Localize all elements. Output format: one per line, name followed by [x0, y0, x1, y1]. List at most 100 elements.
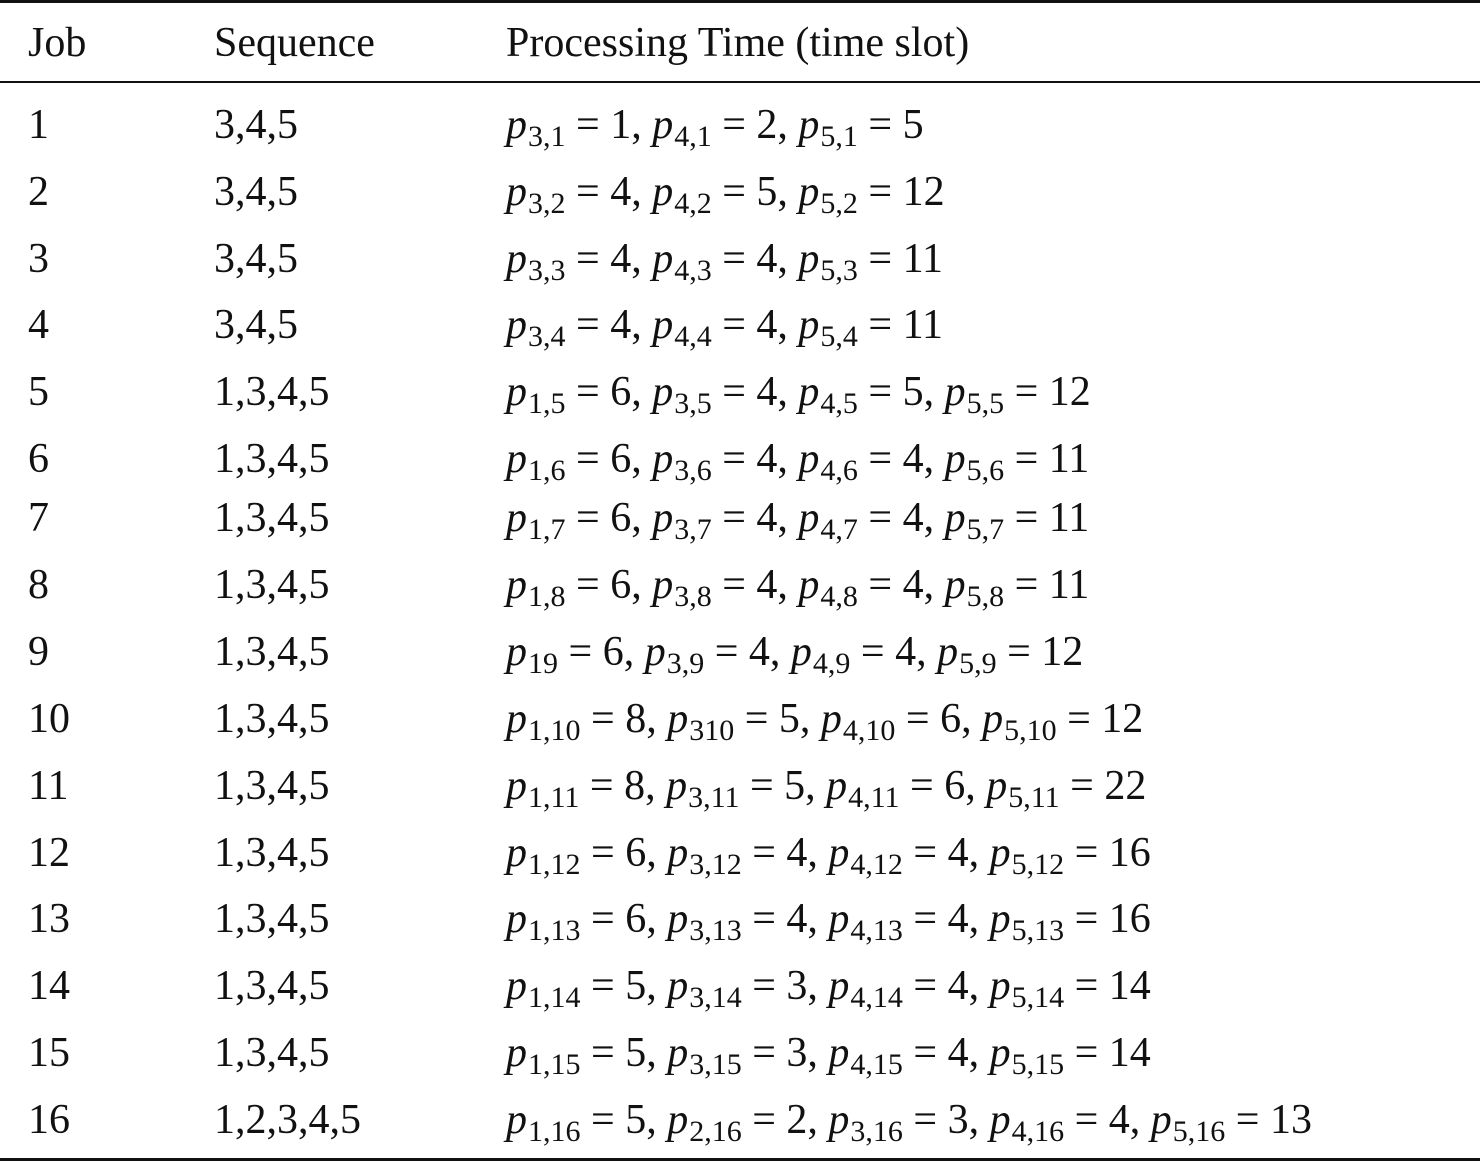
job-cell: 13 — [28, 896, 70, 942]
subscript: 3,2 — [528, 187, 566, 220]
variable-p: p — [944, 562, 966, 608]
subscript: 3,7 — [674, 513, 712, 546]
processing-time-term: p4,9 = 4 — [790, 629, 917, 680]
subscript: 5,10 — [1004, 714, 1057, 747]
processing-time-term: p4,16 = 4 — [989, 1097, 1130, 1148]
job-cell: 5 — [28, 369, 49, 415]
time-value: 12 — [1041, 629, 1084, 675]
subscript: 3,3 — [528, 254, 566, 287]
processing-time-term: p19 = 6 — [506, 629, 624, 680]
variable-p: p — [937, 629, 959, 675]
variable-p: p — [652, 169, 674, 215]
time-value: 4 — [756, 436, 778, 482]
subscript: 4,15 — [850, 1048, 903, 1081]
processing-time-term: p3,16 = 3 — [828, 1097, 969, 1148]
processing-time-cell: p1,16 = 5, p2,16 = 2, p3,16 = 3, p4,16 =… — [506, 1097, 1312, 1148]
variable-p: p — [798, 302, 820, 348]
variable-p: p — [666, 763, 688, 809]
time-value: 6 — [610, 562, 632, 608]
variable-p: p — [986, 763, 1008, 809]
time-value: 5 — [902, 102, 924, 148]
processing-time-term: p1,6 = 6 — [506, 436, 632, 487]
subscript: 5,5 — [966, 387, 1005, 420]
processing-time-term: p1,5 = 6 — [506, 369, 632, 420]
subscript: 5,6 — [966, 454, 1005, 487]
processing-time-term: p1,8 = 6 — [506, 562, 632, 613]
variable-p: p — [790, 629, 812, 675]
subscript: 3,5 — [674, 387, 712, 420]
variable-p: p — [944, 369, 966, 415]
processing-time-term: p5,14 = 14 — [989, 963, 1151, 1014]
processing-time-term: p3,11 = 5 — [666, 763, 806, 814]
sequence-cell: 1,3,4,5 — [214, 896, 330, 942]
variable-p: p — [506, 1097, 527, 1143]
time-value: 4 — [786, 896, 808, 942]
time-value: 2 — [786, 1097, 808, 1143]
processing-time-term: p4,13 = 4 — [828, 896, 969, 947]
processing-time-term: p4,5 = 5 — [798, 369, 924, 420]
variable-p: p — [506, 562, 527, 608]
time-value: 4 — [756, 236, 778, 282]
processing-time-term: p4,6 = 4 — [798, 436, 924, 487]
variable-p: p — [506, 102, 527, 148]
bottom-rule — [0, 1158, 1480, 1161]
sequence-cell: 1,3,4,5 — [214, 369, 330, 415]
time-value: 22 — [1104, 763, 1147, 809]
time-value: 5 — [625, 1097, 647, 1143]
variable-p: p — [667, 896, 689, 942]
time-value: 4 — [786, 830, 808, 876]
subscript: 5,14 — [1011, 981, 1065, 1014]
subscript: 3,13 — [689, 914, 742, 947]
variable-p: p — [667, 963, 689, 1009]
processing-time-term: p5,1 = 5 — [798, 102, 924, 153]
variable-p: p — [798, 236, 820, 282]
variable-p: p — [798, 102, 820, 148]
subscript: 4,16 — [1011, 1115, 1065, 1148]
variable-p: p — [798, 562, 820, 608]
variable-p: p — [652, 562, 674, 608]
processing-time-cell: p1,13 = 6, p3,13 = 4, p4,13 = 4, p5,13 =… — [506, 896, 1151, 947]
variable-p: p — [506, 629, 527, 675]
job-cell: 7 — [28, 495, 49, 541]
sequence-cell: 1,3,4,5 — [214, 495, 330, 541]
processing-time-term: p1,10 = 8 — [506, 696, 647, 747]
variable-p: p — [652, 236, 674, 282]
processing-time-term: p5,8 = 11 — [944, 562, 1090, 613]
subscript: 310 — [689, 714, 735, 747]
processing-time-term: p3,8 = 4 — [652, 562, 778, 613]
processing-time-term: p310 = 5 — [667, 696, 800, 747]
subscript: 2,16 — [689, 1115, 742, 1148]
sequence-cell: 1,3,4,5 — [214, 696, 330, 742]
processing-time-term: p3,1 = 1 — [506, 102, 632, 153]
time-value: 6 — [625, 830, 647, 876]
time-value: 4 — [756, 562, 778, 608]
subscript: 3,6 — [674, 454, 712, 487]
variable-p: p — [652, 436, 674, 482]
subscript: 3,14 — [689, 981, 742, 1014]
time-value: 4 — [902, 436, 924, 482]
processing-time-term: p5,16 = 13 — [1150, 1097, 1312, 1148]
processing-time-cell: p3,3 = 4, p4,3 = 4, p5,3 = 11 — [506, 236, 944, 287]
subscript: 4,12 — [850, 848, 903, 881]
variable-p: p — [989, 963, 1011, 1009]
subscript: 5,2 — [820, 187, 858, 220]
time-value: 12 — [902, 169, 945, 215]
subscript: 5,12 — [1011, 848, 1065, 881]
subscript: 1,11 — [528, 781, 580, 814]
time-value: 4 — [756, 495, 778, 541]
job-cell: 6 — [28, 436, 49, 482]
variable-p: p — [667, 1097, 689, 1143]
subscript: 5,9 — [959, 647, 997, 680]
processing-time-term: p5,7 = 11 — [944, 495, 1090, 546]
processing-time-term: p5,5 = 12 — [944, 369, 1091, 420]
subscript: 4,2 — [674, 187, 712, 220]
processing-time-cell: p19 = 6, p3,9 = 4, p4,9 = 4, p5,9 = 12 — [506, 629, 1084, 680]
time-value: 5 — [902, 369, 924, 415]
sequence-cell: 1,3,4,5 — [214, 963, 330, 1009]
processing-time-term: p4,15 = 4 — [828, 1030, 969, 1081]
subscript: 3,12 — [689, 848, 742, 881]
variable-p: p — [826, 763, 848, 809]
time-value: 4 — [756, 369, 778, 415]
variable-p: p — [506, 169, 527, 215]
subscript: 4,10 — [842, 714, 896, 747]
